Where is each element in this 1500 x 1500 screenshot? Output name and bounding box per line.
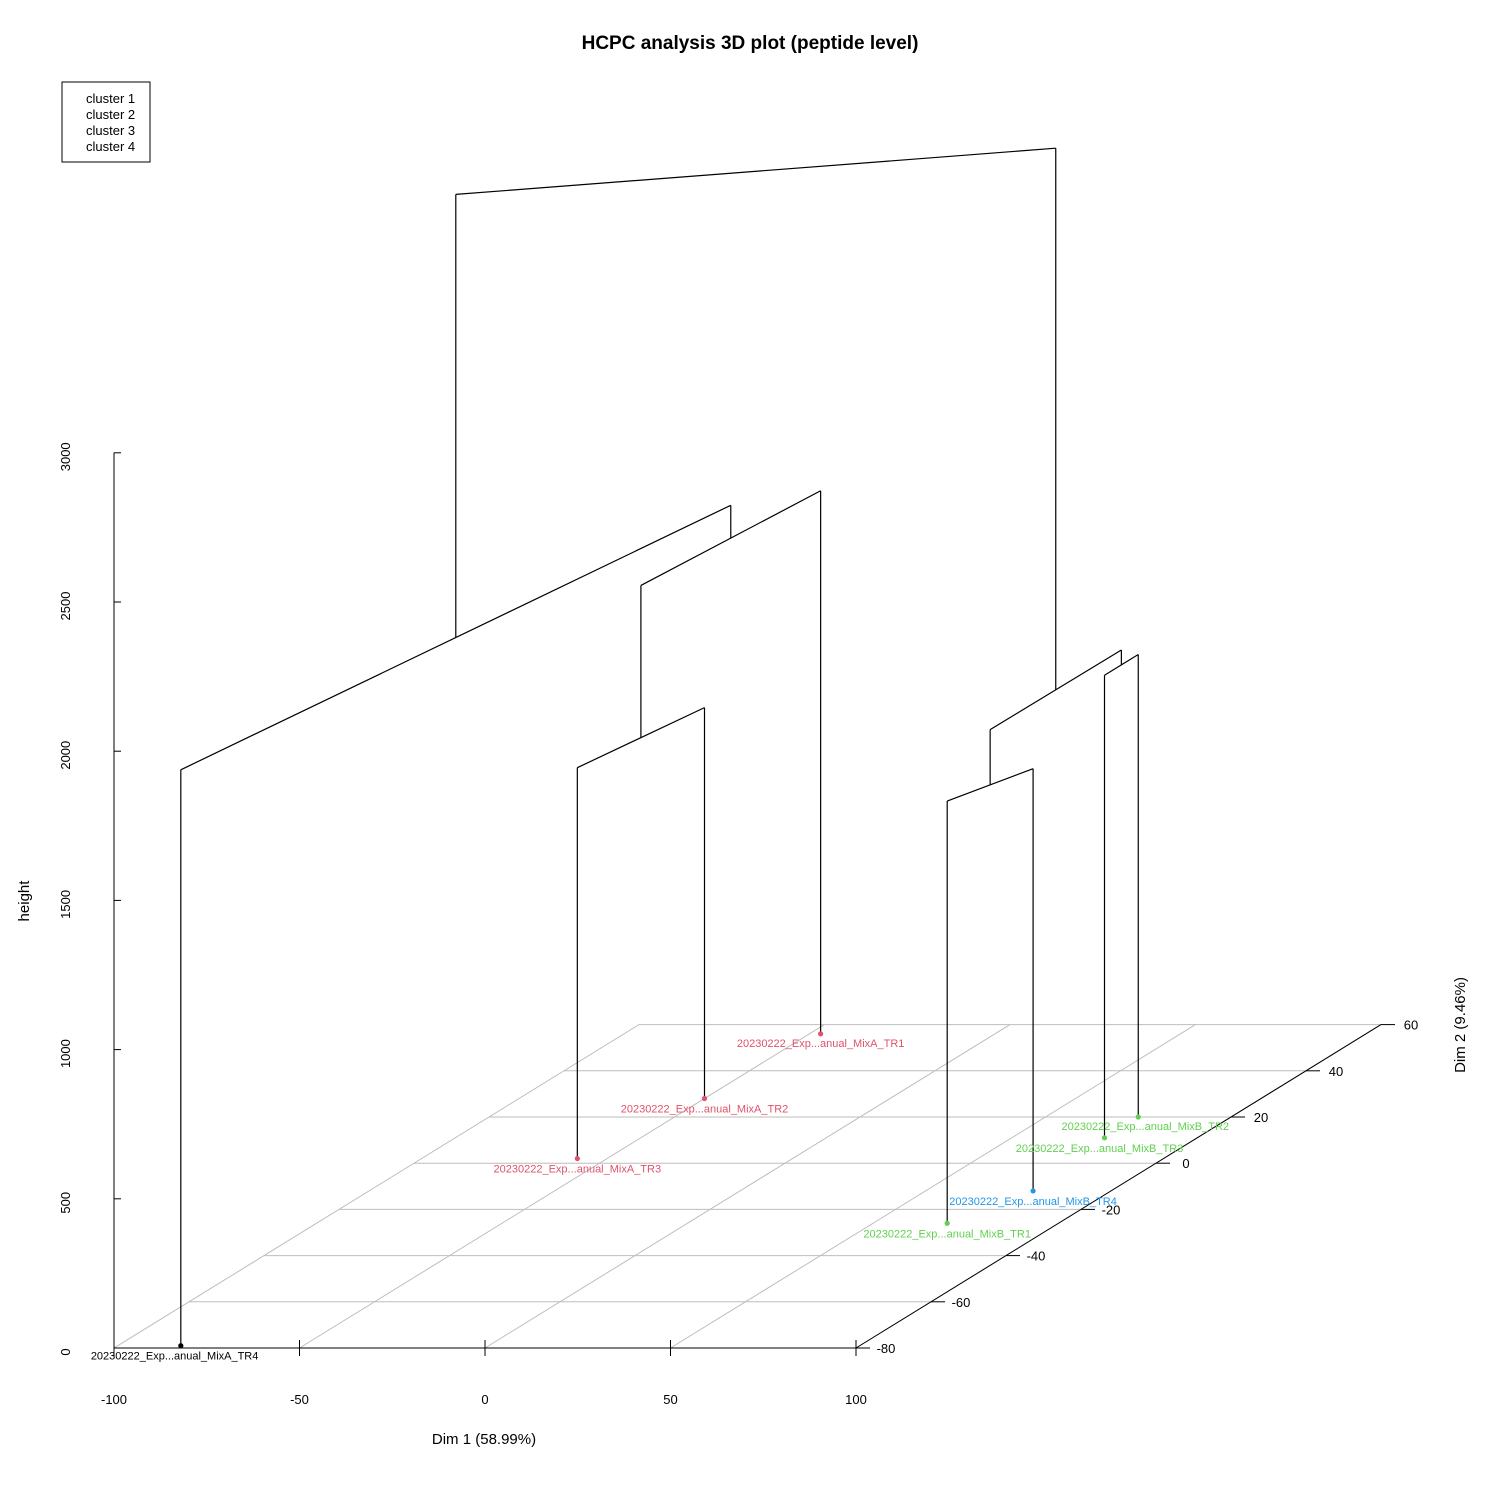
point-label: 20230222_Exp...anual_MixB_TR3 [1016, 1143, 1184, 1155]
floor-grid [113, 1024, 1382, 1349]
point-marker [818, 1031, 824, 1037]
point-label: 20230222_Exp...anual_MixB_TR1 [863, 1228, 1031, 1240]
x-tick-label: -100 [101, 1392, 127, 1407]
point-marker [701, 1095, 708, 1102]
x-tick-label: -50 [290, 1392, 309, 1407]
grid-line-x [670, 1024, 1196, 1349]
y-tick-label: -20 [1102, 1202, 1121, 1217]
dendrogram-branch [455, 147, 1056, 196]
point-labels: 20230222_Exp...anual_MixA_TR4 20230222_Ex… [91, 1038, 1229, 1363]
y-axis-line [855, 1024, 1382, 1349]
x-tick-label: 0 [481, 1392, 488, 1407]
points [178, 1031, 1141, 1349]
z-tick-label: 2000 [58, 741, 73, 770]
grid-line-x [113, 1024, 640, 1349]
y-tick-label: 0 [1182, 1156, 1189, 1171]
legend-entry: cluster 4 [86, 139, 135, 154]
x-axis-label: Dim 1 (58.99%) [432, 1431, 536, 1448]
point-label: 20230222_Exp...anual_MixA_TR4 [91, 1351, 259, 1363]
z-tick-label: 0 [58, 1348, 73, 1355]
grid-line-x [299, 1024, 825, 1349]
y-axis-label: Dim 2 (9.46%) [1452, 977, 1469, 1073]
y-tick-label: -80 [877, 1341, 896, 1356]
y-tick-label: -60 [952, 1295, 971, 1310]
z-tick-label: 1500 [58, 890, 73, 919]
grid-line-x [484, 1024, 1011, 1349]
z-axis-label: height [16, 880, 33, 922]
legend-entry: cluster 1 [86, 91, 135, 106]
point-label: 20230222_Exp...anual_MixB_TR4 [949, 1196, 1117, 1208]
chart-title: HCPC analysis 3D plot (peptide level) [582, 33, 919, 54]
z-tick-label: 1000 [58, 1039, 73, 1068]
point-marker [944, 1220, 950, 1226]
y-tick-label: 60 [1404, 1018, 1418, 1033]
x-tick-label: 50 [663, 1392, 677, 1407]
legend-entry: cluster 3 [86, 123, 135, 138]
z-tick-label: 500 [58, 1192, 73, 1214]
point-marker [1030, 1188, 1036, 1194]
point-marker [574, 1155, 580, 1162]
point-marker [178, 1343, 184, 1349]
point-marker [1101, 1135, 1108, 1141]
y-tick-label: -40 [1027, 1249, 1046, 1264]
point-label: 20230222_Exp...anual_MixA_TR1 [737, 1038, 905, 1050]
axes: -100 -50 0 50 100 -80 -60 -40 -20 0 20 40 60 0 500 1000… [58, 442, 1418, 1407]
legend: cluster 1 cluster 2 cluster 3 cluster 4 [61, 81, 151, 163]
point-label: 20230222_Exp...anual_MixB_TR2 [1061, 1121, 1229, 1133]
z-tick-label: 2500 [58, 592, 73, 621]
z-tick-label: 3000 [58, 442, 73, 471]
y-tick-label: 20 [1254, 1110, 1268, 1125]
point-label: 20230222_Exp...anual_MixA_TR2 [621, 1104, 789, 1116]
x-tick-label: 100 [845, 1392, 867, 1407]
point-label: 20230222_Exp...anual_MixA_TR3 [494, 1164, 662, 1176]
dendrogram [180, 147, 1139, 1346]
point-marker [1135, 1114, 1141, 1120]
legend-box [61, 81, 151, 163]
y-tick-label: 40 [1329, 1064, 1343, 1079]
legend-entry: cluster 2 [86, 107, 135, 122]
